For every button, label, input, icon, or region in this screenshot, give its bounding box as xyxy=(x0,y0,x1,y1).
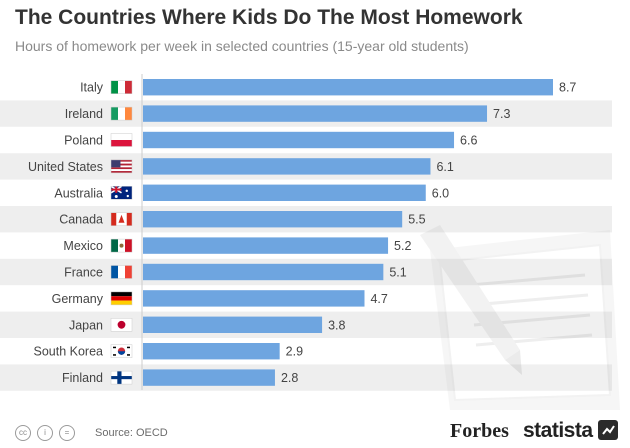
japan-flag-icon xyxy=(110,318,133,332)
category-label: Ireland xyxy=(65,107,103,121)
bar-chart: Italy 8.7 Ireland 7.3 Poland 6.6 United States… xyxy=(0,74,620,410)
statista-logo-icon xyxy=(598,420,618,440)
south-korea-flag-icon xyxy=(110,344,133,358)
category-label: France xyxy=(64,266,103,280)
category-label: Germany xyxy=(52,292,104,306)
category-label: United States xyxy=(28,160,103,174)
value-label: 3.8 xyxy=(328,318,345,332)
bar xyxy=(143,369,275,386)
value-label: 4.7 xyxy=(370,292,387,306)
source-note: Source: OECD xyxy=(95,427,168,439)
value-label: 6.0 xyxy=(432,186,449,200)
bar xyxy=(143,131,455,149)
value-label: 8.7 xyxy=(559,81,576,95)
value-label: 5.2 xyxy=(394,239,411,253)
bar xyxy=(143,184,426,201)
attribution-icon[interactable]: i xyxy=(37,425,53,441)
creative-commons-icon[interactable]: cc xyxy=(15,425,31,441)
value-label: 5.5 xyxy=(408,213,425,227)
category-label: Canada xyxy=(59,213,103,227)
category-label: Poland xyxy=(64,134,103,148)
australia-flag-icon xyxy=(110,185,133,200)
chart-subtitle: Hours of homework per week in selected c… xyxy=(15,38,469,54)
statista-logo[interactable]: statista xyxy=(523,419,593,442)
value-label: 6.6 xyxy=(460,134,477,148)
value-label: 7.3 xyxy=(493,107,510,121)
italy-flag-icon xyxy=(110,80,133,94)
bar xyxy=(143,105,488,122)
bar xyxy=(143,211,403,228)
category-label: Japan xyxy=(69,318,103,332)
value-label: 2.8 xyxy=(281,371,298,385)
forbes-logo[interactable]: Forbes xyxy=(450,420,509,442)
category-label: South Korea xyxy=(34,345,104,359)
bar xyxy=(143,316,323,333)
poland-flag-icon xyxy=(110,133,133,147)
category-label: Australia xyxy=(54,186,103,200)
category-label: Finland xyxy=(62,371,103,385)
value-label: 6.1 xyxy=(436,160,453,174)
canada-flag-icon xyxy=(110,212,133,226)
chart-title: The Countries Where Kids Do The Most Hom… xyxy=(15,6,523,29)
germany-flag-icon xyxy=(110,291,133,306)
value-label: 5.1 xyxy=(389,266,406,280)
united-states-flag-icon xyxy=(110,159,133,174)
finland-flag-icon xyxy=(110,370,133,385)
row-stripe xyxy=(0,364,612,391)
value-label: 2.9 xyxy=(286,345,303,359)
footer: cc i = Source: OECD Forbes statista xyxy=(0,410,630,448)
bar xyxy=(143,290,365,307)
category-label: Italy xyxy=(80,81,104,95)
no-derivatives-icon[interactable]: = xyxy=(59,425,75,441)
bar xyxy=(143,343,280,360)
category-label: Mexico xyxy=(63,239,103,253)
france-flag-icon xyxy=(110,265,133,279)
bar xyxy=(143,237,389,254)
ireland-flag-icon xyxy=(110,106,133,121)
bar xyxy=(143,79,553,96)
homework-illustration xyxy=(420,225,620,410)
bar xyxy=(143,263,384,281)
mexico-flag-icon xyxy=(110,238,133,253)
bar xyxy=(143,158,431,175)
